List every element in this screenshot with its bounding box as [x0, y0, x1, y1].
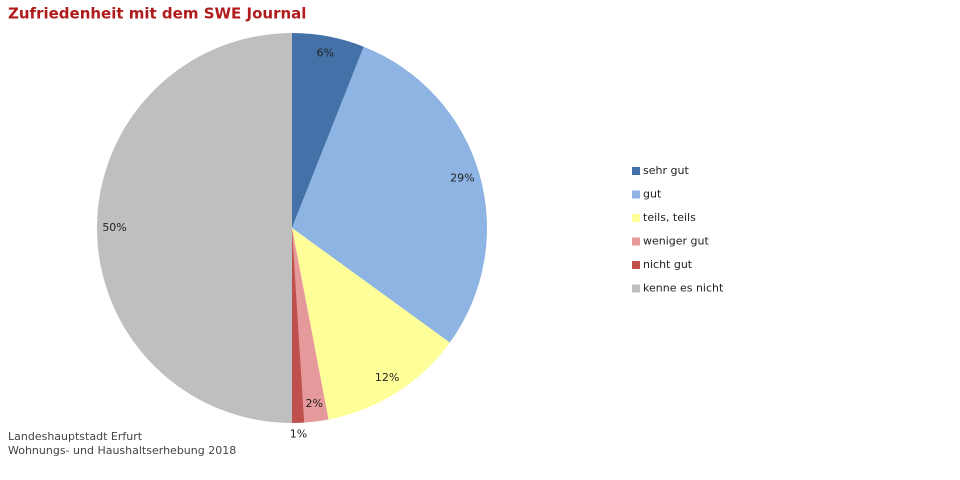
legend-label: teils, teils	[643, 211, 696, 224]
legend-label: kenne es nicht	[643, 282, 724, 295]
pie-slice	[292, 33, 364, 228]
pie-slice	[97, 33, 292, 423]
legend-swatch	[632, 261, 640, 269]
legend-label: weniger gut	[643, 235, 710, 248]
data-label: 50%	[102, 221, 126, 234]
pie-slice	[292, 228, 329, 423]
pie-slice	[292, 228, 450, 420]
chart-title: Zufriedenheit mit dem SWE Journal	[8, 5, 306, 23]
data-label: 2%	[306, 397, 323, 410]
legend-swatch	[632, 284, 640, 293]
legend-swatch	[632, 167, 640, 175]
legend-label: gut	[643, 188, 662, 201]
data-label: 12%	[375, 371, 399, 384]
data-label: 1%	[290, 428, 307, 441]
legend-label: sehr gut	[643, 164, 689, 177]
legend-label: nicht gut	[643, 258, 693, 271]
source-line: Landeshauptstadt Erfurt	[8, 430, 143, 443]
legend-swatch	[632, 190, 640, 199]
pie-slice	[292, 46, 488, 343]
data-label: 6%	[317, 47, 334, 60]
legend-swatch	[632, 214, 640, 222]
legend-swatch	[632, 237, 640, 246]
source-line: Wohnungs- und Haushaltserhebung 2018	[8, 444, 236, 457]
pie-slice	[292, 228, 305, 423]
data-label: 29%	[450, 171, 474, 184]
